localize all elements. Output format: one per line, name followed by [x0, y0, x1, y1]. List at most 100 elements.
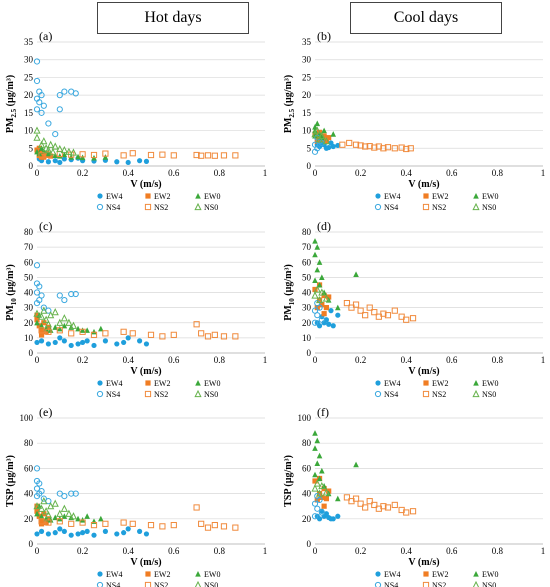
series-NS4 — [33, 465, 79, 505]
y-tick-label: 35 — [302, 37, 312, 47]
legend-marker — [194, 389, 202, 398]
data-point — [407, 145, 414, 152]
legend-item-EW2: EW2 — [423, 379, 448, 388]
chart-panel-a: 0 5 10 15 20 25 30 35 0 0.2 0.4 0.6 0.8 1 V (m/s) PM2.5… — [5, 29, 267, 212]
data-point — [129, 150, 136, 157]
data-point — [33, 126, 41, 134]
data-point — [68, 532, 74, 538]
legend-marker — [194, 580, 202, 587]
data-point — [357, 307, 364, 314]
legend-label: EW0 — [482, 192, 498, 201]
x-axis-label: V (m/s) — [130, 366, 161, 377]
data-point — [38, 518, 45, 525]
data-point — [318, 288, 326, 296]
data-point — [57, 325, 63, 332]
data-point — [69, 512, 78, 520]
y-axis-label: PM2.5 (µg/m³) — [283, 75, 296, 133]
x-tick-label: 1 — [541, 546, 546, 556]
data-point — [211, 522, 218, 529]
legend-item-EW2: EW2 — [145, 192, 170, 201]
data-point — [69, 148, 78, 156]
x-tick-label: 0.2 — [77, 355, 88, 365]
x-tick-label: 0.4 — [123, 355, 135, 365]
data-point — [60, 314, 68, 322]
data-point — [328, 516, 334, 522]
x-tick-label: 0.4 — [123, 546, 135, 556]
legend-item-NS0: NS0 — [472, 580, 496, 587]
series-NS2 — [38, 321, 239, 340]
data-point — [403, 316, 410, 323]
chart-panel-d: 0 10 20 30 40 50 60 70 80 0 0.2 0.4 0.6 0.8 1 V (m/s) PM… — [283, 219, 545, 399]
series-NS2 — [38, 150, 239, 159]
panel-label: (d) — [317, 219, 331, 233]
data-point — [33, 309, 41, 317]
series-NS0 — [33, 126, 78, 156]
legend-marker — [96, 581, 104, 587]
data-point — [346, 139, 353, 147]
legend-item-NS4: NS4 — [96, 581, 120, 587]
legend-item-NS2: NS2 — [144, 581, 168, 587]
data-point — [34, 312, 40, 318]
data-point — [125, 159, 131, 166]
x-tick-label: 0.2 — [355, 546, 366, 556]
data-point — [61, 296, 68, 304]
y-tick-label: 25 — [302, 72, 312, 82]
data-point — [69, 321, 78, 329]
data-point — [315, 295, 324, 304]
series-NS2 — [339, 139, 414, 153]
x-tick-label: 1 — [263, 355, 268, 365]
x-tick-label: 0 — [35, 168, 40, 178]
data-point — [51, 499, 59, 507]
data-point — [312, 478, 318, 484]
data-point — [52, 324, 59, 330]
legend-marker — [375, 571, 381, 577]
data-point — [318, 481, 326, 490]
data-point — [159, 151, 166, 158]
legend-label: EW2 — [154, 379, 170, 388]
data-point — [318, 509, 325, 516]
data-point — [72, 490, 79, 497]
data-point — [311, 319, 319, 326]
data-point — [220, 333, 228, 340]
data-point — [75, 153, 81, 160]
x-tick-label: 0.2 — [355, 355, 366, 365]
data-point — [316, 323, 323, 329]
data-point — [52, 530, 58, 536]
data-point — [220, 523, 228, 530]
y-tick-label: 80 — [302, 438, 312, 448]
legend-marker — [97, 380, 103, 386]
legend-marker — [374, 203, 382, 211]
y-tick-label: 0 — [29, 161, 34, 171]
data-point — [143, 341, 150, 347]
x-tick-label: 0.4 — [401, 355, 413, 365]
y-axis-label: PM10 (µg/m³) — [5, 264, 18, 321]
data-point — [137, 158, 143, 164]
data-point — [75, 531, 81, 537]
y-tick-label: 35 — [24, 37, 34, 47]
data-point — [323, 496, 329, 502]
x-tick-label: 0 — [313, 355, 318, 365]
data-point — [33, 485, 41, 492]
data-point — [311, 500, 319, 507]
data-point — [52, 514, 59, 521]
data-point — [42, 315, 50, 323]
y-tick-label: 30 — [24, 55, 34, 65]
data-point — [311, 129, 319, 138]
x-tick-label: 0.6 — [446, 168, 458, 178]
data-point — [321, 483, 327, 489]
y-tick-label: 50 — [302, 272, 312, 282]
x-tick-label: 0 — [35, 546, 40, 556]
legend-marker — [375, 380, 381, 386]
data-point — [315, 489, 324, 497]
panel-label: (c) — [39, 219, 52, 233]
y-tick-label: 10 — [302, 126, 312, 136]
data-point — [40, 306, 48, 314]
data-point — [316, 281, 323, 288]
x-tick-label: 0.2 — [77, 168, 88, 178]
legend-label: EW4 — [384, 379, 400, 388]
data-point — [193, 321, 200, 328]
data-point — [323, 317, 329, 323]
legend-item-EW2: EW2 — [423, 192, 448, 201]
legend-marker — [195, 193, 201, 199]
y-tick-label: 15 — [302, 108, 312, 118]
